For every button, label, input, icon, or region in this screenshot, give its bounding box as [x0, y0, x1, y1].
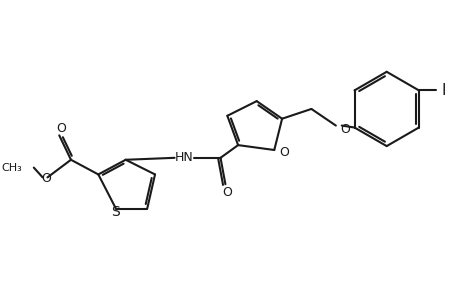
Text: O: O: [56, 122, 66, 135]
Text: O: O: [41, 172, 51, 185]
Text: O: O: [339, 123, 349, 136]
Text: HN: HN: [174, 151, 193, 164]
Text: I: I: [440, 83, 445, 98]
Text: S: S: [112, 205, 120, 219]
Text: O: O: [279, 146, 288, 159]
Text: CH₃: CH₃: [1, 163, 22, 172]
Text: O: O: [222, 185, 232, 199]
